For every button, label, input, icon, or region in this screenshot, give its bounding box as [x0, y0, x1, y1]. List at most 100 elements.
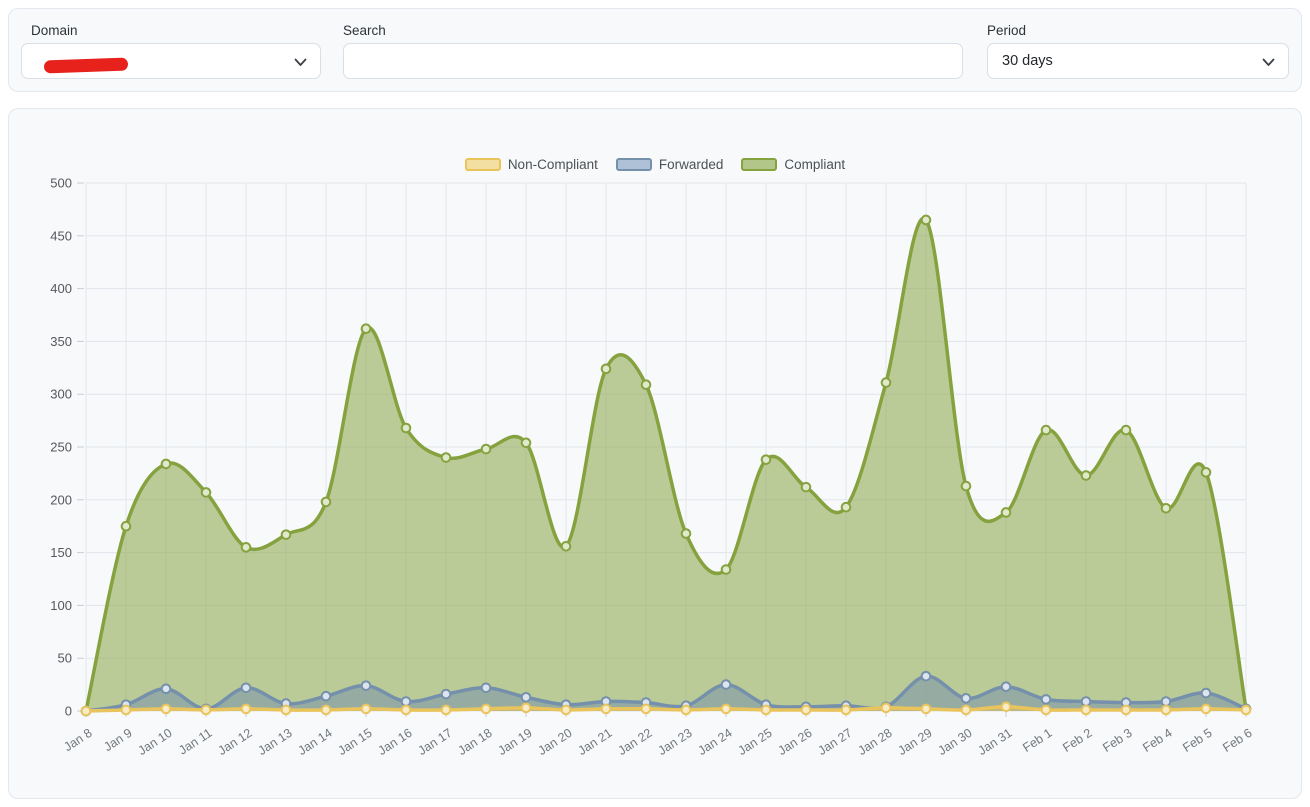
- data-point-marker[interactable]: [1200, 687, 1212, 699]
- data-point-marker[interactable]: [880, 702, 892, 714]
- data-point-marker[interactable]: [960, 480, 972, 492]
- data-point-marker[interactable]: [600, 363, 612, 375]
- data-point-marker[interactable]: [880, 377, 892, 388]
- data-point-marker[interactable]: [240, 682, 252, 694]
- data-point-marker[interactable]: [640, 379, 652, 390]
- data-point-marker[interactable]: [320, 496, 332, 508]
- x-axis-tick-label: Jan 29: [896, 726, 935, 758]
- data-point-marker[interactable]: [960, 693, 972, 704]
- x-axis-tick-label: Feb 3: [1100, 726, 1134, 755]
- legend-item-non-compliant: Non-Compliant: [464, 157, 598, 172]
- data-point-marker[interactable]: [1240, 704, 1252, 716]
- data-point-marker[interactable]: [200, 704, 212, 716]
- data-point-marker[interactable]: [1080, 704, 1092, 716]
- series-compliant: [80, 214, 1252, 717]
- data-point-marker[interactable]: [600, 703, 612, 715]
- data-point-marker[interactable]: [560, 704, 572, 716]
- data-point-marker[interactable]: [760, 704, 772, 716]
- data-point-marker[interactable]: [920, 214, 932, 226]
- data-point-marker[interactable]: [720, 564, 732, 575]
- search-input[interactable]: [343, 43, 963, 79]
- data-point-marker[interactable]: [120, 520, 132, 532]
- data-point-marker[interactable]: [400, 704, 412, 716]
- data-point-marker[interactable]: [920, 670, 932, 682]
- data-point-marker[interactable]: [1160, 704, 1172, 716]
- y-axis-tick-label: 50: [58, 651, 72, 666]
- x-axis-tick-label: Jan 22: [616, 726, 655, 758]
- data-point-marker[interactable]: [560, 540, 572, 552]
- data-point-marker[interactable]: [800, 481, 812, 493]
- x-axis-tick-label: Jan 17: [416, 726, 455, 758]
- x-axis-tick-label: Jan 11: [176, 726, 214, 758]
- data-point-marker[interactable]: [640, 703, 652, 715]
- data-point-marker[interactable]: [1200, 703, 1212, 715]
- x-axis-tick-label: Feb 6: [1220, 726, 1254, 755]
- data-point-marker[interactable]: [800, 704, 812, 716]
- chart-legend: Non-Compliant Forwarded Compliant: [9, 157, 1301, 172]
- domain-filter: Domain: [21, 23, 321, 79]
- data-point-marker[interactable]: [240, 542, 252, 553]
- x-axis-tick-label: Jan 20: [536, 726, 575, 758]
- data-point-marker[interactable]: [1080, 696, 1092, 707]
- period-select[interactable]: 30 days: [987, 43, 1289, 79]
- data-point-marker[interactable]: [1080, 470, 1092, 481]
- data-point-marker[interactable]: [520, 691, 532, 703]
- data-point-marker[interactable]: [1160, 502, 1172, 514]
- x-axis-tick-label: Jan 23: [656, 726, 695, 758]
- legend-swatch-icon: [741, 158, 778, 171]
- data-point-marker[interactable]: [400, 422, 412, 434]
- data-point-marker[interactable]: [360, 703, 372, 715]
- data-point-marker[interactable]: [1040, 424, 1052, 436]
- y-axis-tick-label: 0: [65, 704, 72, 719]
- data-point-marker[interactable]: [80, 705, 92, 717]
- filter-bar: Domain Search Period 30 days: [8, 8, 1302, 92]
- data-point-marker[interactable]: [1200, 467, 1212, 478]
- data-point-marker[interactable]: [160, 458, 172, 470]
- data-point-marker[interactable]: [360, 323, 372, 335]
- data-point-marker[interactable]: [160, 703, 172, 715]
- data-point-marker[interactable]: [360, 680, 372, 691]
- data-point-marker[interactable]: [840, 501, 852, 513]
- data-point-marker[interactable]: [520, 702, 532, 714]
- data-point-marker[interactable]: [960, 704, 972, 716]
- data-point-marker[interactable]: [440, 452, 452, 463]
- data-point-marker[interactable]: [1120, 704, 1132, 716]
- data-point-marker[interactable]: [120, 704, 132, 716]
- data-point-marker[interactable]: [480, 682, 492, 694]
- data-point-marker[interactable]: [1000, 681, 1012, 693]
- domain-select[interactable]: [21, 43, 321, 79]
- legend-swatch-icon: [615, 158, 652, 171]
- data-point-marker[interactable]: [1040, 704, 1052, 716]
- data-point-marker[interactable]: [320, 690, 332, 702]
- data-point-marker[interactable]: [480, 703, 492, 715]
- data-point-marker[interactable]: [720, 679, 732, 690]
- data-point-marker[interactable]: [280, 529, 292, 540]
- data-point-marker[interactable]: [480, 443, 492, 455]
- x-axis-tick-label: Jan 18: [456, 726, 495, 758]
- data-point-marker[interactable]: [520, 437, 532, 449]
- x-axis-tick-label: Jan 14: [296, 726, 335, 758]
- x-axis-tick-label: Jan 13: [256, 726, 295, 758]
- x-axis-tick-label: Feb 2: [1060, 726, 1094, 755]
- data-point-marker[interactable]: [1160, 696, 1172, 707]
- x-axis-tick-label: Feb 4: [1140, 726, 1174, 755]
- data-point-marker[interactable]: [440, 688, 452, 700]
- data-point-marker[interactable]: [440, 704, 452, 716]
- data-point-marker[interactable]: [200, 487, 212, 498]
- data-point-marker[interactable]: [1000, 701, 1012, 713]
- data-point-marker[interactable]: [1040, 694, 1052, 705]
- data-point-marker[interactable]: [240, 703, 252, 715]
- data-point-marker[interactable]: [280, 704, 292, 716]
- data-point-marker[interactable]: [400, 696, 412, 707]
- chevron-down-icon: [294, 58, 307, 66]
- data-point-marker[interactable]: [680, 704, 692, 716]
- data-point-marker[interactable]: [760, 454, 772, 465]
- data-point-marker[interactable]: [320, 704, 332, 716]
- data-point-marker[interactable]: [160, 683, 172, 695]
- data-point-marker[interactable]: [1000, 507, 1012, 518]
- data-point-marker[interactable]: [920, 703, 932, 715]
- data-point-marker[interactable]: [1120, 424, 1132, 436]
- data-point-marker[interactable]: [840, 704, 852, 716]
- data-point-marker[interactable]: [720, 703, 732, 715]
- data-point-marker[interactable]: [680, 528, 692, 539]
